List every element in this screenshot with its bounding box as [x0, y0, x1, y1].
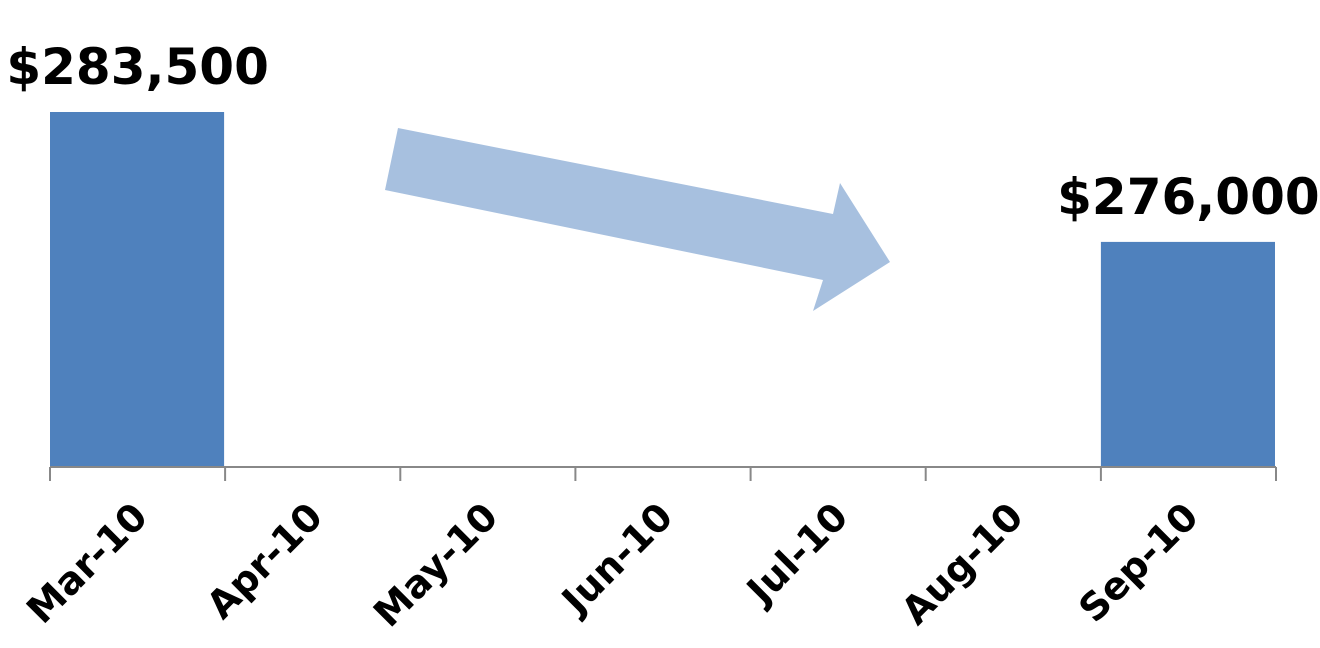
x-tick-label-aug-10: Aug-10 [893, 494, 1032, 633]
x-tick-label-mar-10: Mar-10 [18, 494, 156, 632]
x-tick-label-jun-10: Jun-10 [551, 494, 681, 624]
x-tick-label-may-10: May-10 [365, 494, 506, 635]
x-tick-label-jul-10: Jul-10 [736, 494, 856, 614]
annotation-layer [385, 128, 890, 311]
data-label-sep-10: $276,000 [1057, 168, 1320, 226]
bar-mar-10 [50, 112, 225, 467]
x-tick-label-apr-10: Apr-10 [198, 494, 331, 627]
bars-layer [50, 112, 1275, 467]
x-axis: Mar-10 Apr-10 May-10 Jun-10 Jul-10 Aug-10 Sep-… [18, 466, 1277, 635]
data-label-mar-10: $283,500 [6, 38, 269, 96]
bar-sep-10 [1100, 241, 1275, 467]
x-tick-label-sep-10: Sep-10 [1070, 494, 1206, 630]
trend-arrow [385, 128, 890, 311]
data-labels-layer: $283,500 $276,000 [6, 38, 1319, 226]
